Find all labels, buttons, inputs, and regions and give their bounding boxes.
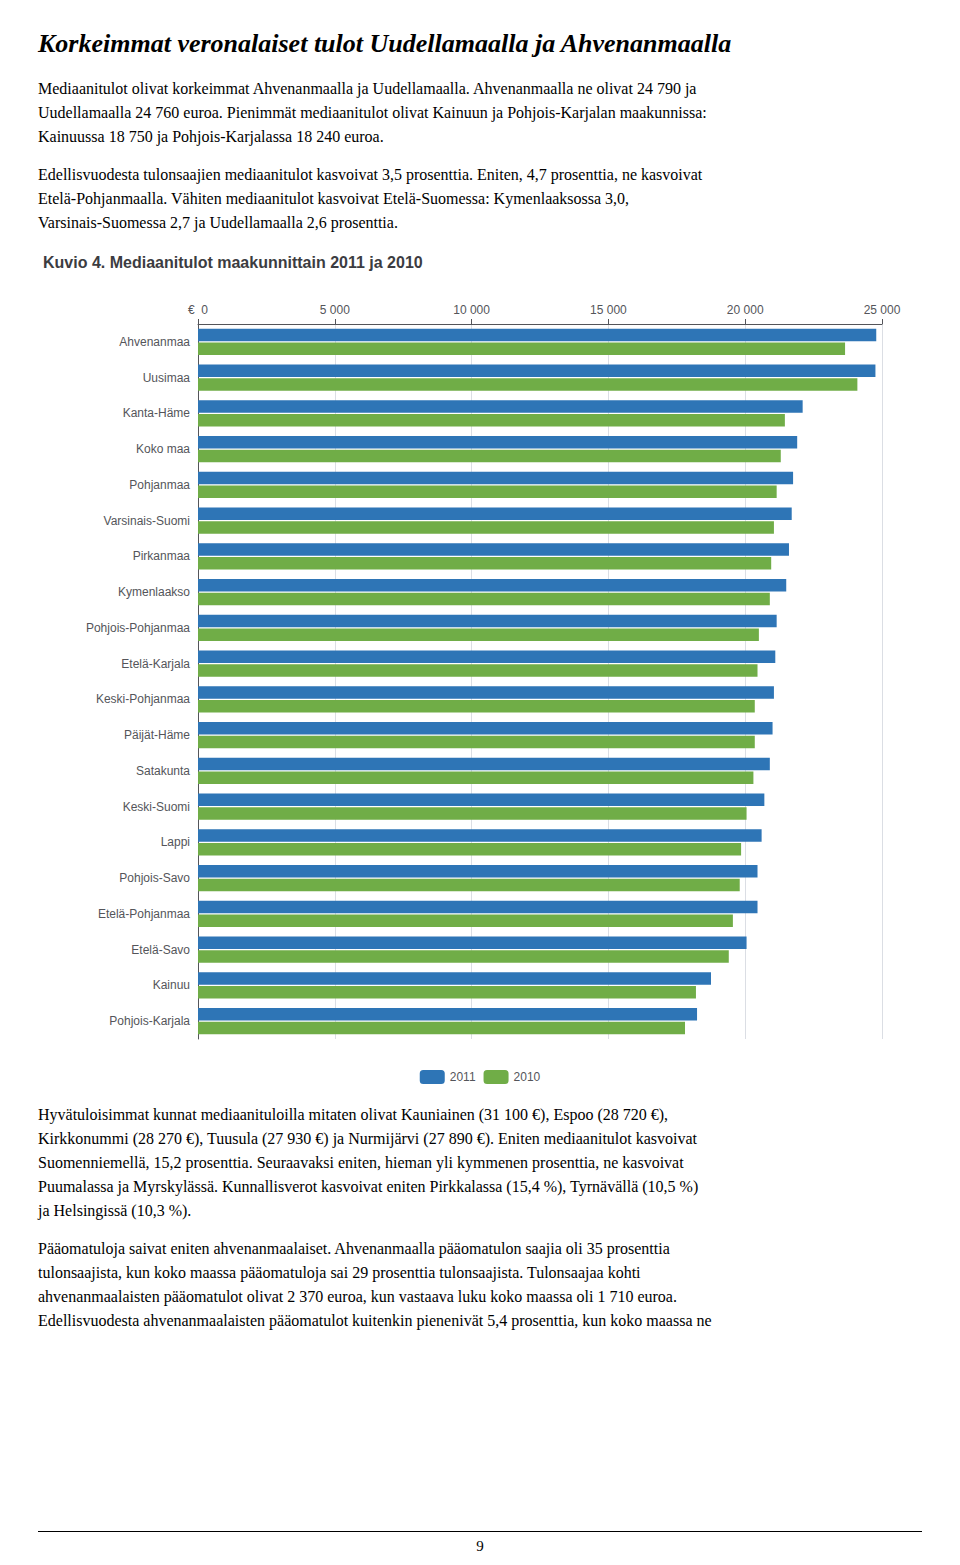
svg-text:Etelä-Savo: Etelä-Savo (131, 943, 190, 957)
svg-text:Kanta-Häme: Kanta-Häme (123, 407, 191, 421)
svg-text:Etelä-Karjala: Etelä-Karjala (121, 657, 190, 671)
svg-text:5 000: 5 000 (320, 303, 350, 317)
svg-text:Lappi: Lappi (161, 836, 190, 850)
svg-text:2011: 2011 (450, 1070, 476, 1084)
svg-text:Keski-Pohjanmaa: Keski-Pohjanmaa (96, 693, 190, 707)
svg-text:Pohjois-Savo: Pohjois-Savo (119, 871, 190, 885)
svg-text:15 000: 15 000 (590, 303, 627, 317)
svg-text:Satakunta: Satakunta (136, 764, 190, 778)
html-text:9: 9 (476, 1538, 484, 1554)
svg-text:Kymenlaakso: Kymenlaakso (118, 585, 190, 599)
html-text:Hyvätuloisimmat kunnat mediaan: Hyvätuloisimmat kunnat mediaanituloilla … (38, 1106, 699, 1220)
svg-text:Kainuu: Kainuu (153, 979, 190, 993)
svg-text:Pirkanmaa: Pirkanmaa (133, 550, 191, 564)
svg-text:Etelä-Pohjanmaa: Etelä-Pohjanmaa (98, 907, 190, 921)
svg-text:Varsinais-Suomi: Varsinais-Suomi (104, 514, 190, 528)
svg-text:25 000: 25 000 (864, 303, 901, 317)
svg-text:2010: 2010 (514, 1070, 541, 1084)
svg-text:Kuvio 4. Mediaanitulot maakunn: Kuvio 4. Mediaanitulot maakunnittain 201… (43, 254, 423, 271)
svg-text:10 000: 10 000 (453, 303, 490, 317)
svg-text:Pohjanmaa: Pohjanmaa (129, 478, 190, 492)
html-text:Edellisvuodesta tulonsaajien m: Edellisvuodesta tulonsaajien mediaanitul… (38, 166, 703, 232)
svg-text:Uusimaa: Uusimaa (143, 371, 191, 385)
svg-text:Pohjois-Pohjanmaa: Pohjois-Pohjanmaa (86, 621, 190, 635)
svg-text:Ahvenanmaa: Ahvenanmaa (119, 335, 190, 349)
svg-text:20 000: 20 000 (727, 303, 764, 317)
svg-text:Päijät-Häme: Päijät-Häme (124, 728, 190, 742)
svg-text:Koko maa: Koko maa (136, 442, 190, 456)
html-text:Mediaanitulot olivat korkeimma: Mediaanitulot olivat korkeimmat Ahvenanm… (38, 80, 707, 146)
html-text:Korkeimmat veronalaiset tulot: Korkeimmat veronalaiset tulot Uudellamaa… (38, 29, 732, 58)
svg-text:Keski-Suomi: Keski-Suomi (123, 800, 190, 814)
svg-text:€ 0: € 0 (188, 303, 208, 317)
svg-text:Pohjois-Karjala: Pohjois-Karjala (109, 1014, 190, 1028)
html-text:Pääomatuloja saivat eniten ahv: Pääomatuloja saivat eniten ahvenanmaalai… (38, 1240, 712, 1330)
